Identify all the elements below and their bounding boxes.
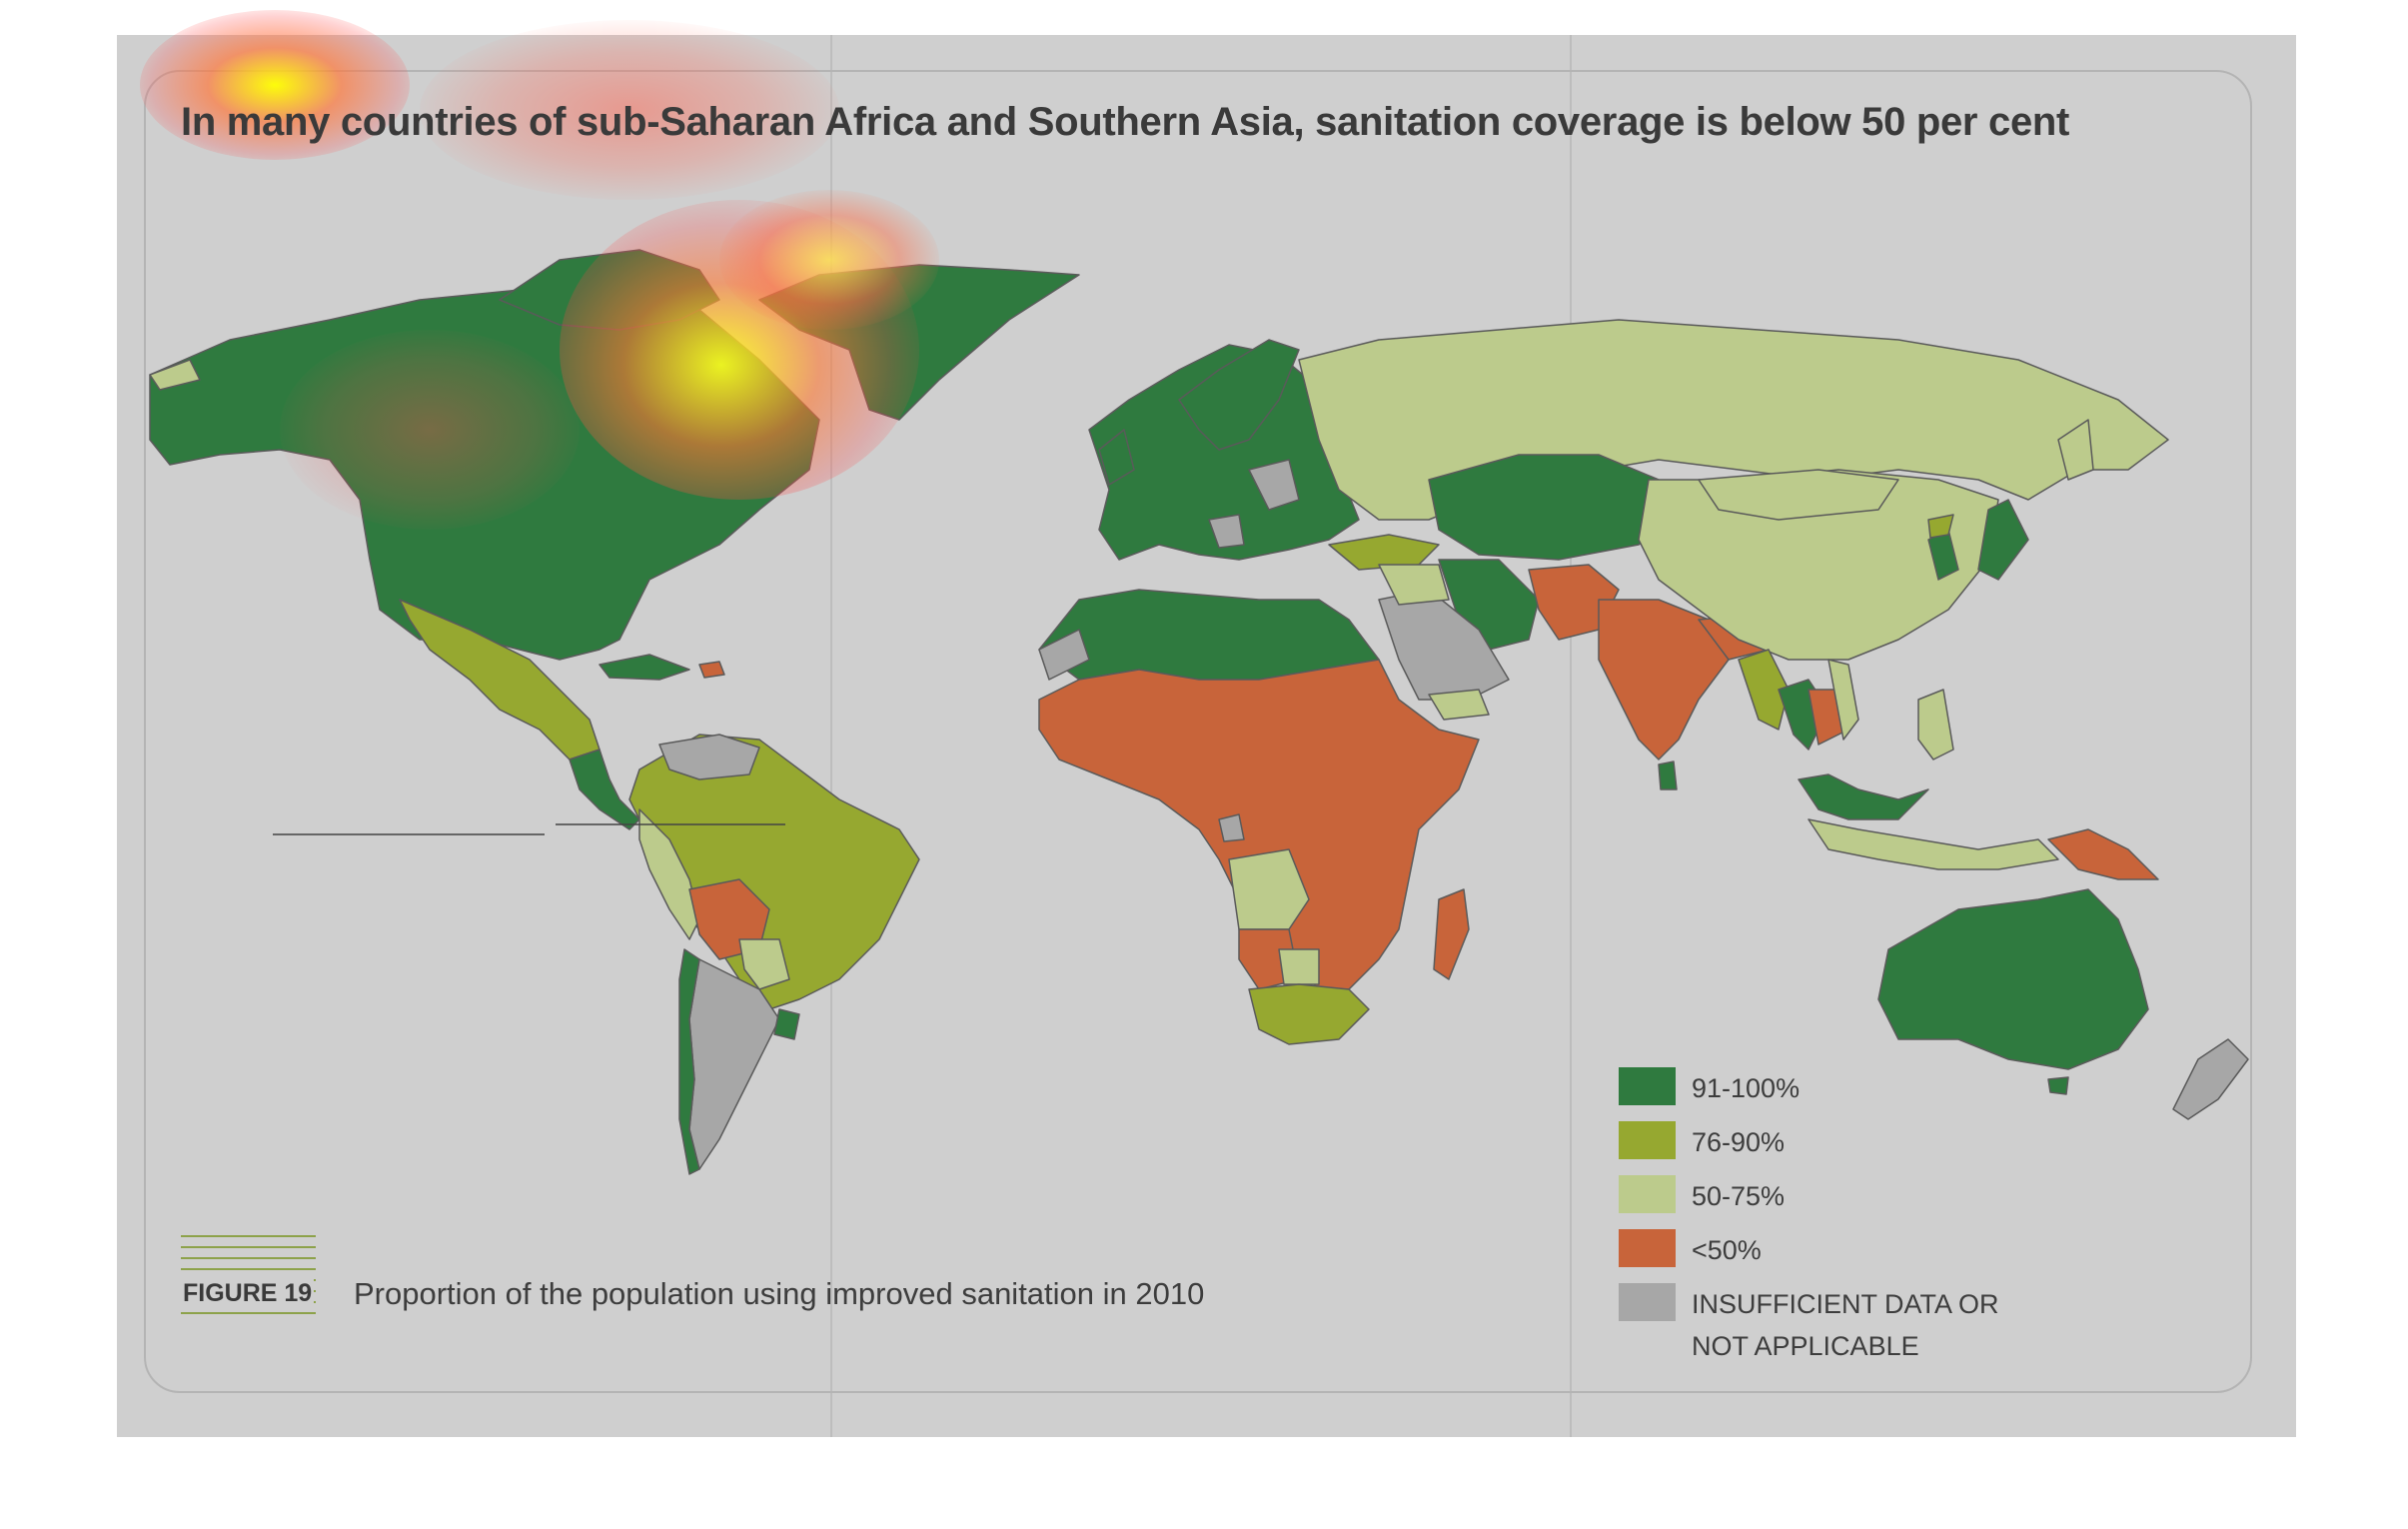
legend-swatch	[1619, 1175, 1676, 1213]
region-madagascar	[1433, 888, 1470, 980]
region-sri-lanka	[1658, 761, 1678, 790]
fold-line	[1570, 35, 1572, 1437]
region-peru	[638, 808, 700, 940]
region-western-sahara	[1038, 629, 1090, 681]
legend-item: <50%	[1619, 1229, 2051, 1269]
legend-item: 76-90%	[1619, 1121, 2051, 1161]
region-india	[1598, 599, 1730, 761]
figure-label: FIGURE 19	[181, 1279, 315, 1308]
region-indonesia	[1807, 818, 2059, 870]
legend-swatch	[1619, 1067, 1676, 1105]
region-paraguay	[738, 938, 790, 990]
region-north-africa	[1038, 589, 1380, 681]
region-uk	[1098, 429, 1135, 486]
legend-item: 50-75%	[1619, 1175, 2051, 1215]
region-north-america	[149, 269, 820, 661]
region-north-korea	[1927, 514, 1954, 539]
region-kamchatka	[2057, 419, 2094, 481]
region-gabon-grey	[1218, 813, 1245, 842]
region-central-america	[569, 749, 640, 830]
region-alaska-west	[149, 359, 201, 391]
region-tasmania	[2047, 1076, 2069, 1095]
legend-item: 91-100%	[1619, 1067, 2051, 1107]
region-haiti	[698, 661, 725, 679]
region-angola	[1228, 848, 1310, 930]
region-balkans-grey	[1208, 514, 1245, 549]
legend-label: 50-75%	[1692, 1181, 1786, 1211]
legend-label: INSUFFICIENT DATA OR NOT APPLICABLE	[1692, 1289, 1999, 1361]
region-sub-saharan-africa	[1038, 659, 1480, 990]
fold-line	[830, 35, 832, 1437]
region-japan	[1977, 499, 2029, 581]
legend-label: <50%	[1692, 1235, 1762, 1265]
region-turkey	[1328, 534, 1440, 571]
region-eastern-europe-grey	[1248, 459, 1300, 511]
region-new-zealand	[2172, 1038, 2249, 1120]
region-caribbean	[599, 654, 690, 681]
region-malaysia	[1798, 773, 1929, 820]
region-mongolia	[1698, 469, 1899, 521]
region-chile	[678, 948, 700, 1175]
figure-caption: Proportion of the population using impro…	[354, 1276, 1205, 1311]
map-title: In many countries of sub-Saharan Africa …	[181, 100, 2070, 144]
legend-item: INSUFFICIENT DATA OR NOT APPLICABLE	[1619, 1283, 2021, 1373]
region-vietnam	[1827, 659, 1859, 741]
legend-swatch	[1619, 1121, 1676, 1159]
region-uruguay	[773, 1008, 800, 1040]
region-guianas	[658, 734, 760, 780]
region-scandinavia	[1178, 339, 1300, 451]
region-australia	[1877, 888, 2149, 1070]
region-yemen	[1428, 689, 1490, 721]
legend-swatch	[1619, 1283, 1676, 1321]
region-zimbabwe	[1278, 948, 1320, 985]
legend-label: 76-90%	[1692, 1127, 1786, 1157]
region-syria-iraq	[1378, 564, 1450, 606]
legend-label: 91-100%	[1692, 1073, 1801, 1103]
legend-swatch	[1619, 1229, 1676, 1267]
region-greenland	[758, 264, 1080, 421]
region-south-africa	[1248, 983, 1370, 1045]
region-europe	[1088, 344, 1360, 561]
region-myanmar	[1738, 649, 1790, 731]
region-papua-new-guinea	[2047, 828, 2159, 880]
map-frame	[144, 70, 2252, 1393]
region-philippines	[1917, 689, 1954, 761]
region-china	[1638, 469, 1999, 661]
